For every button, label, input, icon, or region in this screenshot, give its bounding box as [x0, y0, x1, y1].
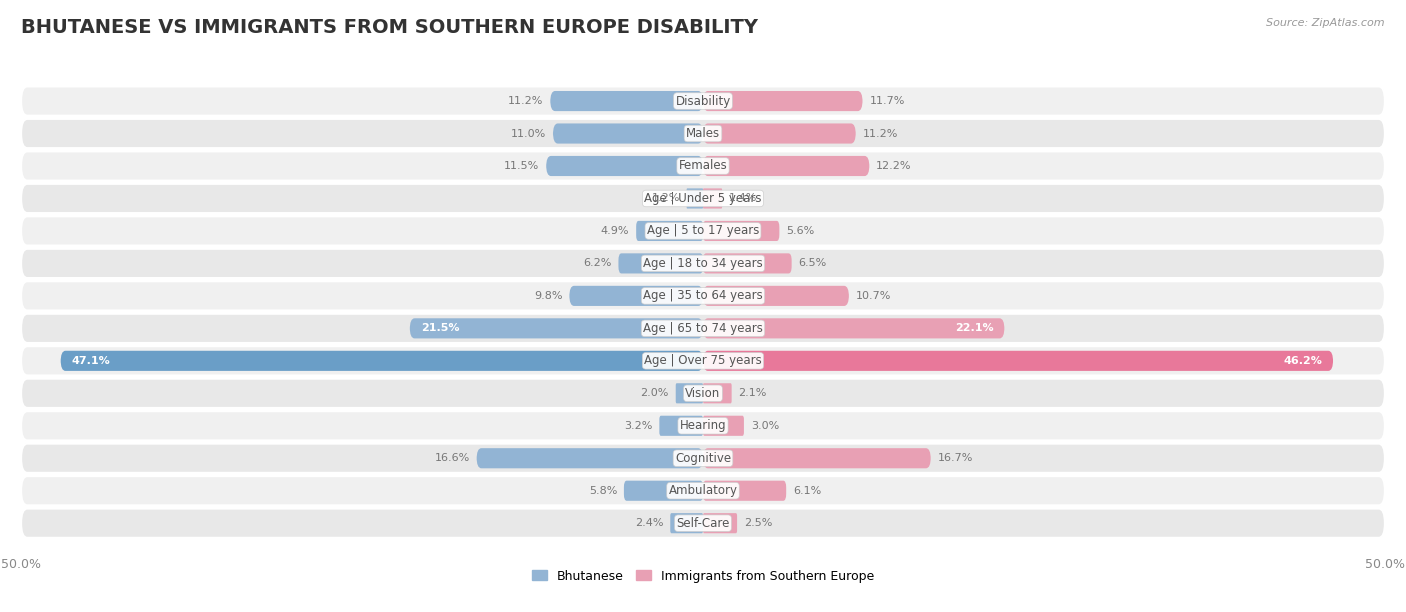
Text: 11.7%: 11.7% — [869, 96, 905, 106]
FancyBboxPatch shape — [21, 282, 1385, 310]
FancyBboxPatch shape — [21, 444, 1385, 473]
Text: 2.0%: 2.0% — [641, 388, 669, 398]
Text: BHUTANESE VS IMMIGRANTS FROM SOUTHERN EUROPE DISABILITY: BHUTANESE VS IMMIGRANTS FROM SOUTHERN EU… — [21, 18, 758, 37]
Text: 46.2%: 46.2% — [1284, 356, 1322, 366]
Text: 2.4%: 2.4% — [636, 518, 664, 528]
FancyBboxPatch shape — [659, 416, 703, 436]
FancyBboxPatch shape — [703, 318, 1004, 338]
Text: Females: Females — [679, 160, 727, 173]
Text: 1.2%: 1.2% — [651, 193, 681, 203]
FancyBboxPatch shape — [21, 314, 1385, 343]
FancyBboxPatch shape — [686, 188, 703, 209]
Text: Males: Males — [686, 127, 720, 140]
FancyBboxPatch shape — [21, 151, 1385, 181]
FancyBboxPatch shape — [21, 184, 1385, 213]
FancyBboxPatch shape — [703, 513, 737, 533]
FancyBboxPatch shape — [21, 119, 1385, 148]
Text: 21.5%: 21.5% — [420, 323, 460, 334]
FancyBboxPatch shape — [703, 221, 779, 241]
Legend: Bhutanese, Immigrants from Southern Europe: Bhutanese, Immigrants from Southern Euro… — [527, 564, 879, 588]
Text: 4.9%: 4.9% — [600, 226, 630, 236]
FancyBboxPatch shape — [703, 286, 849, 306]
Text: 47.1%: 47.1% — [72, 356, 110, 366]
FancyBboxPatch shape — [671, 513, 703, 533]
FancyBboxPatch shape — [21, 509, 1385, 538]
FancyBboxPatch shape — [703, 416, 744, 436]
Text: 6.1%: 6.1% — [793, 486, 821, 496]
FancyBboxPatch shape — [21, 411, 1385, 441]
FancyBboxPatch shape — [703, 448, 931, 468]
FancyBboxPatch shape — [676, 383, 703, 403]
Text: Age | 65 to 74 years: Age | 65 to 74 years — [643, 322, 763, 335]
Text: Vision: Vision — [685, 387, 721, 400]
Text: 11.0%: 11.0% — [510, 129, 546, 138]
Text: 5.8%: 5.8% — [589, 486, 617, 496]
Text: 3.2%: 3.2% — [624, 421, 652, 431]
Text: 22.1%: 22.1% — [955, 323, 994, 334]
Text: Cognitive: Cognitive — [675, 452, 731, 465]
Text: 16.7%: 16.7% — [938, 453, 973, 463]
FancyBboxPatch shape — [21, 346, 1385, 375]
FancyBboxPatch shape — [703, 480, 786, 501]
FancyBboxPatch shape — [703, 124, 856, 144]
FancyBboxPatch shape — [703, 156, 869, 176]
FancyBboxPatch shape — [703, 383, 731, 403]
FancyBboxPatch shape — [21, 216, 1385, 245]
Text: 6.5%: 6.5% — [799, 258, 827, 269]
FancyBboxPatch shape — [569, 286, 703, 306]
FancyBboxPatch shape — [624, 480, 703, 501]
Text: 11.2%: 11.2% — [862, 129, 898, 138]
FancyBboxPatch shape — [21, 86, 1385, 116]
Text: 5.6%: 5.6% — [786, 226, 814, 236]
Text: Age | Under 5 years: Age | Under 5 years — [644, 192, 762, 205]
Text: 2.1%: 2.1% — [738, 388, 766, 398]
FancyBboxPatch shape — [21, 379, 1385, 408]
FancyBboxPatch shape — [553, 124, 703, 144]
Text: Age | Over 75 years: Age | Over 75 years — [644, 354, 762, 367]
Text: Age | 5 to 17 years: Age | 5 to 17 years — [647, 225, 759, 237]
Text: Disability: Disability — [675, 94, 731, 108]
Text: 12.2%: 12.2% — [876, 161, 911, 171]
Text: 6.2%: 6.2% — [583, 258, 612, 269]
Text: 3.0%: 3.0% — [751, 421, 779, 431]
Text: 1.4%: 1.4% — [728, 193, 758, 203]
Text: 9.8%: 9.8% — [534, 291, 562, 301]
Text: Hearing: Hearing — [679, 419, 727, 432]
FancyBboxPatch shape — [550, 91, 703, 111]
Text: Source: ZipAtlas.com: Source: ZipAtlas.com — [1267, 18, 1385, 28]
FancyBboxPatch shape — [703, 351, 1333, 371]
FancyBboxPatch shape — [21, 476, 1385, 506]
Text: 11.5%: 11.5% — [505, 161, 540, 171]
FancyBboxPatch shape — [409, 318, 703, 338]
FancyBboxPatch shape — [619, 253, 703, 274]
FancyBboxPatch shape — [636, 221, 703, 241]
FancyBboxPatch shape — [546, 156, 703, 176]
Text: 16.6%: 16.6% — [434, 453, 470, 463]
Text: Ambulatory: Ambulatory — [668, 484, 738, 497]
FancyBboxPatch shape — [703, 188, 723, 209]
FancyBboxPatch shape — [21, 249, 1385, 278]
Text: Self-Care: Self-Care — [676, 517, 730, 530]
FancyBboxPatch shape — [703, 91, 862, 111]
FancyBboxPatch shape — [703, 253, 792, 274]
FancyBboxPatch shape — [60, 351, 703, 371]
Text: Age | 18 to 34 years: Age | 18 to 34 years — [643, 257, 763, 270]
Text: Age | 35 to 64 years: Age | 35 to 64 years — [643, 289, 763, 302]
Text: 11.2%: 11.2% — [508, 96, 544, 106]
Text: 2.5%: 2.5% — [744, 518, 772, 528]
Text: 10.7%: 10.7% — [856, 291, 891, 301]
FancyBboxPatch shape — [477, 448, 703, 468]
